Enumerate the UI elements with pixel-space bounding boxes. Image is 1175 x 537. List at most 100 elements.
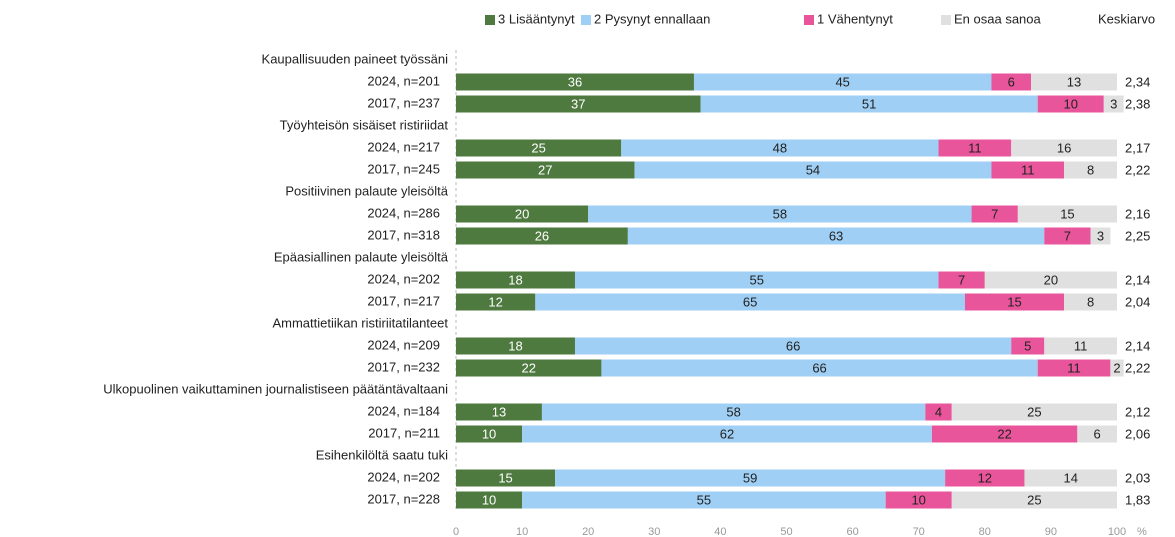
category-label: 2024, n=201: [367, 73, 440, 88]
group-label: Epäasiallinen palaute yleisöltä: [274, 249, 449, 264]
category-label: 2017, n=211: [368, 425, 440, 440]
value-label: 13: [492, 404, 506, 419]
bar-segment: [456, 403, 542, 421]
category-label: 2017, n=318: [367, 227, 440, 242]
x-tick-label: 90: [1045, 526, 1057, 537]
value-label: 11: [1021, 162, 1035, 177]
value-label: 8: [1087, 162, 1094, 177]
value-label: 13: [1067, 74, 1081, 89]
bar-segment: [1077, 425, 1117, 443]
value-label: 6: [1008, 74, 1015, 89]
bar-segment: [456, 271, 575, 289]
legend-label: 2 Pysynyt ennallaan: [594, 11, 710, 26]
x-tick-label: 0: [453, 526, 459, 537]
x-tick-label: 60: [846, 526, 858, 537]
bar-segment: [456, 469, 556, 487]
bar-segment: [535, 293, 965, 311]
value-label: 5: [1024, 338, 1031, 353]
value-label: 54: [806, 162, 820, 177]
bar-segment: [931, 425, 1078, 443]
value-label: 65: [743, 294, 757, 309]
value-label: 3: [1097, 228, 1104, 243]
mean-label: 2,06: [1125, 426, 1150, 441]
group-label: Positiivinen palaute yleisöltä: [285, 183, 448, 198]
category-label: 2017, n=228: [367, 491, 440, 506]
bar-segment: [634, 161, 992, 179]
legend-swatch: [485, 15, 495, 25]
legend-label: 3 Lisääntynyt: [498, 11, 575, 26]
value-label: 37: [571, 96, 585, 111]
bar-segment: [885, 491, 952, 509]
bar-segment: [1090, 227, 1111, 245]
mean-label: 2,03: [1125, 470, 1150, 485]
mean-label: 2,22: [1125, 360, 1150, 375]
group-label: Ammattietiikan ristiriitatilanteet: [272, 315, 448, 330]
category-label: 2017, n=232: [367, 359, 440, 374]
mean-label: 2,12: [1125, 404, 1150, 419]
bar-segment: [456, 491, 523, 509]
bar-segment: [925, 403, 952, 421]
category-label: 2024, n=209: [367, 337, 440, 352]
bar-segment: [588, 205, 972, 223]
bar-segment: [1044, 337, 1117, 355]
bar-segment: [1064, 161, 1117, 179]
x-tick-label: 20: [582, 526, 594, 537]
bar-segment: [964, 293, 1065, 311]
value-label: 3: [1110, 96, 1117, 111]
value-label: 18: [508, 272, 522, 287]
category-label: 2024, n=286: [367, 205, 440, 220]
value-label: 7: [958, 272, 965, 287]
value-label: 12: [978, 470, 992, 485]
legend-label: En osaa sanoa: [954, 11, 1042, 26]
value-label: 11: [1074, 338, 1088, 353]
value-label: 11: [968, 140, 982, 155]
value-label: 58: [726, 404, 740, 419]
bar-segment: [693, 73, 992, 91]
value-label: 20: [1044, 272, 1058, 287]
value-label: 6: [1094, 426, 1101, 441]
legend-label: 1 Vähentynyt: [817, 11, 893, 26]
value-label: 58: [773, 206, 787, 221]
bar-segment: [456, 293, 536, 311]
value-label: 62: [720, 426, 734, 441]
category-label: 2024, n=184: [367, 403, 440, 418]
bar-segment: [522, 425, 932, 443]
bar-segment: [700, 95, 1038, 113]
bar-segment: [1037, 359, 1111, 377]
x-tick-label: 40: [714, 526, 726, 537]
value-label: 66: [812, 360, 826, 375]
bar-segment: [456, 161, 635, 179]
x-tick-label: 70: [913, 526, 925, 537]
x-tick-label: 50: [780, 526, 792, 537]
value-label: 10: [1063, 96, 1077, 111]
bar-segment: [1031, 73, 1117, 91]
mean-label: 2,16: [1125, 206, 1150, 221]
x-tick-label: 30: [648, 526, 660, 537]
value-label: 4: [935, 404, 942, 419]
x-tick-label: 100: [1108, 526, 1126, 537]
mean-label: 2,17: [1125, 140, 1150, 155]
bar-segment: [1064, 293, 1117, 311]
value-label: 7: [1064, 228, 1071, 243]
category-label: 2024, n=217: [367, 139, 440, 154]
bar-segment: [984, 271, 1117, 289]
bar-segment: [574, 271, 939, 289]
value-label: 15: [1060, 206, 1074, 221]
bar-segment: [574, 337, 1012, 355]
value-label: 51: [862, 96, 876, 111]
bar-segment: [1110, 359, 1124, 377]
bar-segment: [1011, 139, 1117, 157]
value-label: 25: [1027, 404, 1041, 419]
value-label: 45: [835, 74, 849, 89]
bar-segment: [456, 95, 701, 113]
bar-segment: [456, 227, 628, 245]
bar-segment: [938, 139, 1012, 157]
bar-segment: [1011, 337, 1045, 355]
bar-segment: [1017, 205, 1117, 223]
value-label: 15: [498, 470, 512, 485]
bar-segment: [601, 359, 1038, 377]
bar-segment: [1103, 95, 1124, 113]
bar-segment: [1037, 95, 1104, 113]
bar-segment: [456, 337, 575, 355]
